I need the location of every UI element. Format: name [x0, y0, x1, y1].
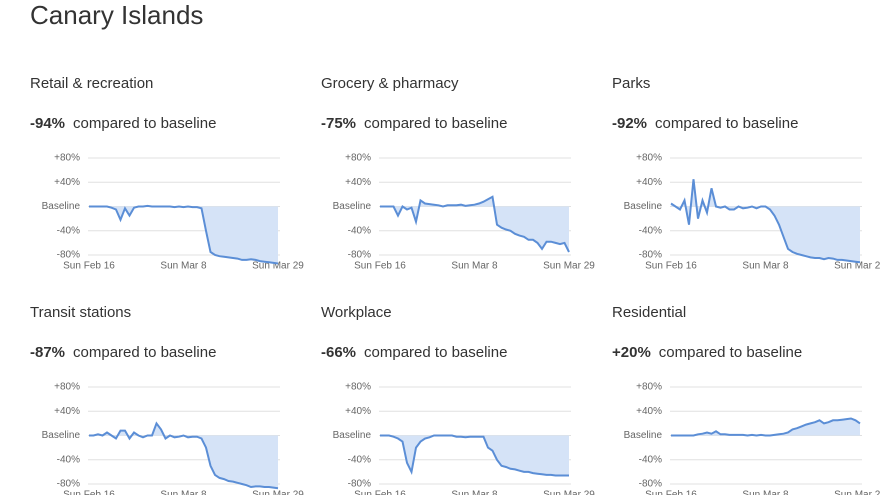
change-value: -66% [321, 344, 356, 361]
y-tick-label: +40% [636, 177, 662, 188]
area [380, 196, 569, 252]
subtitle: compared to baseline [655, 115, 798, 132]
y-tick-label: -80% [57, 250, 80, 261]
headline: +20% compared to baseline [612, 344, 802, 361]
y-tick-label: +80% [636, 382, 662, 393]
y-tick-label: +80% [54, 153, 80, 164]
x-tick-label: Sun Mar 29 [834, 261, 880, 272]
y-tick-label: -80% [348, 250, 371, 261]
change-value: -94% [30, 115, 65, 132]
y-tick-label: -80% [348, 479, 371, 490]
headline: -75% compared to baseline [321, 115, 507, 132]
headline: -92% compared to baseline [612, 115, 798, 132]
subtitle: compared to baseline [659, 344, 802, 361]
area [89, 423, 278, 489]
headline: -66% compared to baseline [321, 344, 507, 361]
x-tick-label: Sun Feb 16 [354, 490, 406, 495]
x-tick-label: Sun Mar 29 [252, 261, 304, 272]
chart-title: Parks [612, 75, 650, 92]
chart-title: Workplace [321, 304, 392, 321]
y-tick-label: +80% [345, 382, 371, 393]
change-value: -75% [321, 115, 356, 132]
x-tick-label: Sun Mar 8 [742, 261, 789, 272]
line [671, 417, 861, 437]
x-tick-label: Sun Feb 16 [354, 261, 406, 272]
y-tick-label: +40% [345, 177, 371, 188]
area [671, 179, 860, 263]
x-tick-label: Sun Feb 16 [645, 261, 697, 272]
line [380, 434, 569, 477]
chart-title: Residential [612, 304, 686, 321]
x-tick-label: Sun Mar 29 [543, 261, 595, 272]
chart-title: Transit stations [30, 304, 131, 321]
change-value: -92% [612, 115, 647, 132]
line [89, 204, 279, 265]
y-tick-label: -40% [639, 454, 662, 465]
y-tick-label: +80% [345, 153, 371, 164]
y-tick-label: +40% [54, 177, 80, 188]
chart-title: Retail & recreation [30, 75, 153, 92]
y-tick-label: Baseline [624, 201, 663, 212]
x-tick-label: Sun Feb 16 [63, 261, 115, 272]
area [380, 435, 569, 476]
line [380, 195, 570, 253]
change-value: -87% [30, 344, 65, 361]
y-tick-label: -40% [639, 225, 662, 236]
subtitle: compared to baseline [364, 115, 507, 132]
x-tick-label: Sun Mar 29 [543, 490, 595, 495]
headline: -94% compared to baseline [30, 115, 216, 132]
y-tick-label: -80% [639, 479, 662, 490]
x-tick-label: Sun Mar 8 [160, 261, 207, 272]
y-tick-label: Baseline [333, 201, 372, 212]
area [671, 418, 860, 436]
x-tick-label: Sun Mar 29 [252, 490, 304, 495]
subtitle: compared to baseline [364, 344, 507, 361]
x-tick-label: Sun Mar 8 [451, 490, 498, 495]
y-tick-label: -40% [348, 454, 371, 465]
x-tick-label: Sun Mar 29 [834, 490, 880, 495]
headline: -87% compared to baseline [30, 344, 216, 361]
y-tick-label: -40% [348, 225, 371, 236]
x-tick-label: Sun Mar 8 [451, 261, 498, 272]
y-tick-label: -80% [639, 250, 662, 261]
y-tick-label: +40% [636, 406, 662, 417]
area [89, 205, 278, 264]
y-tick-label: +40% [345, 406, 371, 417]
y-tick-label: -80% [57, 479, 80, 490]
y-tick-label: -40% [57, 454, 80, 465]
change-value: +20% [612, 344, 651, 361]
line [670, 179, 861, 264]
x-tick-label: Sun Feb 16 [645, 490, 697, 495]
subtitle: compared to baseline [73, 115, 216, 132]
y-tick-label: Baseline [333, 430, 372, 441]
x-tick-label: Sun Feb 16 [63, 490, 115, 495]
y-tick-label: Baseline [42, 430, 81, 441]
y-tick-label: Baseline [624, 430, 663, 441]
subtitle: compared to baseline [73, 344, 216, 361]
y-tick-label: +80% [54, 382, 80, 393]
line [89, 421, 279, 490]
page-title: Canary Islands [30, 0, 203, 30]
x-tick-label: Sun Mar 8 [160, 490, 207, 495]
y-tick-label: +40% [54, 406, 80, 417]
y-tick-label: -40% [57, 225, 80, 236]
chart-title: Grocery & pharmacy [321, 75, 459, 92]
y-tick-label: +80% [636, 153, 662, 164]
y-tick-label: Baseline [42, 201, 81, 212]
x-tick-label: Sun Mar 8 [742, 490, 789, 495]
